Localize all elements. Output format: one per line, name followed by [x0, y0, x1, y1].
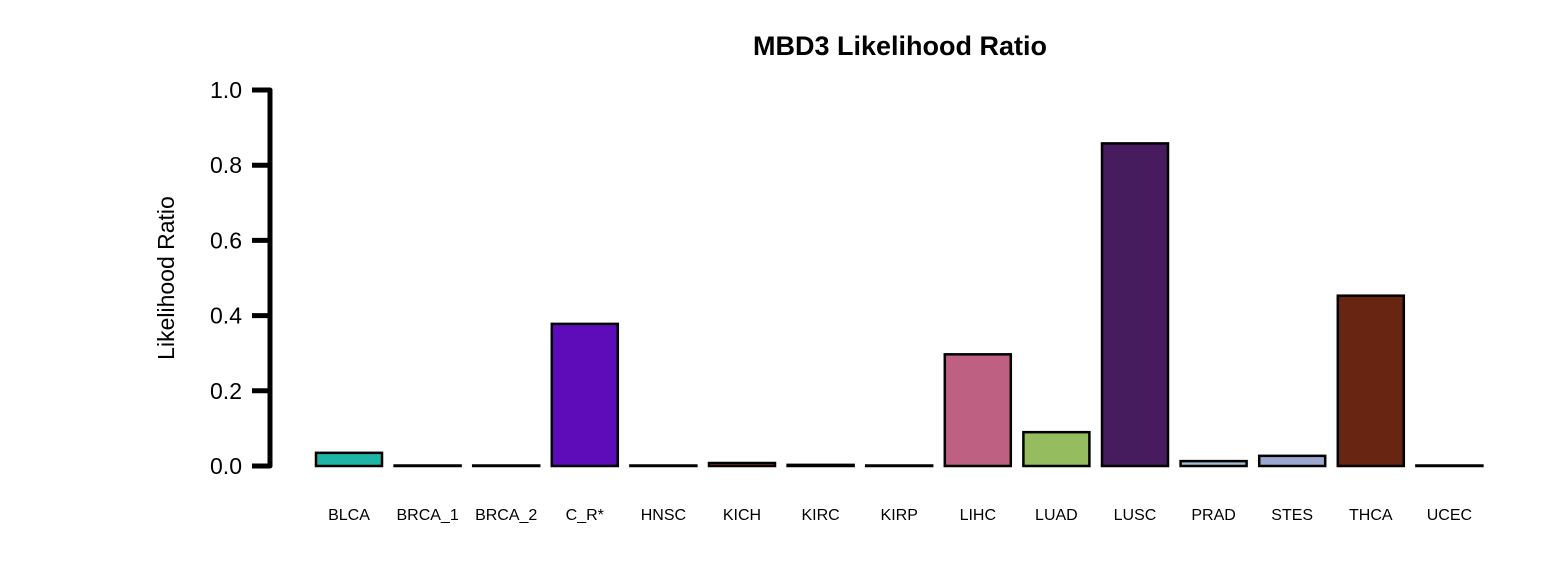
bar-brca-2 — [471, 464, 541, 468]
y-tick-label: 0.6 — [210, 227, 242, 253]
x-tick-label: KICH — [723, 507, 761, 524]
bar-kirc — [786, 463, 855, 468]
x-tick-label: THCA — [1349, 507, 1393, 524]
y-tick-label: 0.0 — [210, 453, 242, 479]
x-tick-labels: BLCA BRCA_1 BRCA_2 C_R* HNSC KICH KIRC KIRP LIHC… — [328, 507, 1472, 524]
x-tick-label: PRAD — [1191, 507, 1235, 524]
x-tick-label: LIHC — [960, 507, 996, 524]
bar-luad — [1022, 430, 1091, 468]
bar-prad — [1179, 459, 1248, 468]
bar-thca — [1336, 294, 1406, 468]
x-tick-label: BRCA_1 — [396, 507, 458, 524]
bar-ucec — [1415, 464, 1484, 468]
y-tick-label: 1.0 — [210, 77, 242, 103]
y-tick-label: 0.2 — [210, 378, 242, 404]
y-axis: 0.0 0.2 0.4 0.6 0.8 1.0 — [210, 77, 273, 479]
x-tick-label: LUAD — [1035, 507, 1078, 524]
x-tick-label: STES — [1271, 507, 1313, 524]
x-tick-label: UCEC — [1427, 507, 1472, 524]
bar-lihc — [943, 353, 1013, 468]
chart-title: MBD3 Likelihood Ratio — [753, 31, 1047, 61]
bars-group — [314, 142, 1484, 468]
x-tick-label: LUSC — [1114, 507, 1157, 524]
x-tick-label: HNSC — [641, 507, 686, 524]
bar-kirp — [864, 464, 934, 468]
bar-lusc — [1100, 142, 1170, 468]
x-tick-label: BLCA — [328, 507, 370, 524]
y-tick-label: 0.4 — [210, 303, 242, 329]
bar-blca — [314, 451, 384, 468]
x-tick-label: C_R* — [566, 507, 604, 524]
x-tick-label: KIRP — [881, 507, 918, 524]
bar-hnsc — [629, 464, 698, 468]
x-tick-label: KIRC — [801, 507, 839, 524]
y-tick-label: 0.8 — [210, 152, 242, 178]
x-tick-label: BRCA_2 — [475, 507, 537, 524]
y-axis-label: Likelihood Ratio — [153, 196, 179, 360]
bar-c-r — [550, 322, 620, 468]
bar-brca-1 — [393, 464, 462, 468]
bar-kich — [707, 461, 777, 468]
bar-stes — [1257, 454, 1327, 468]
